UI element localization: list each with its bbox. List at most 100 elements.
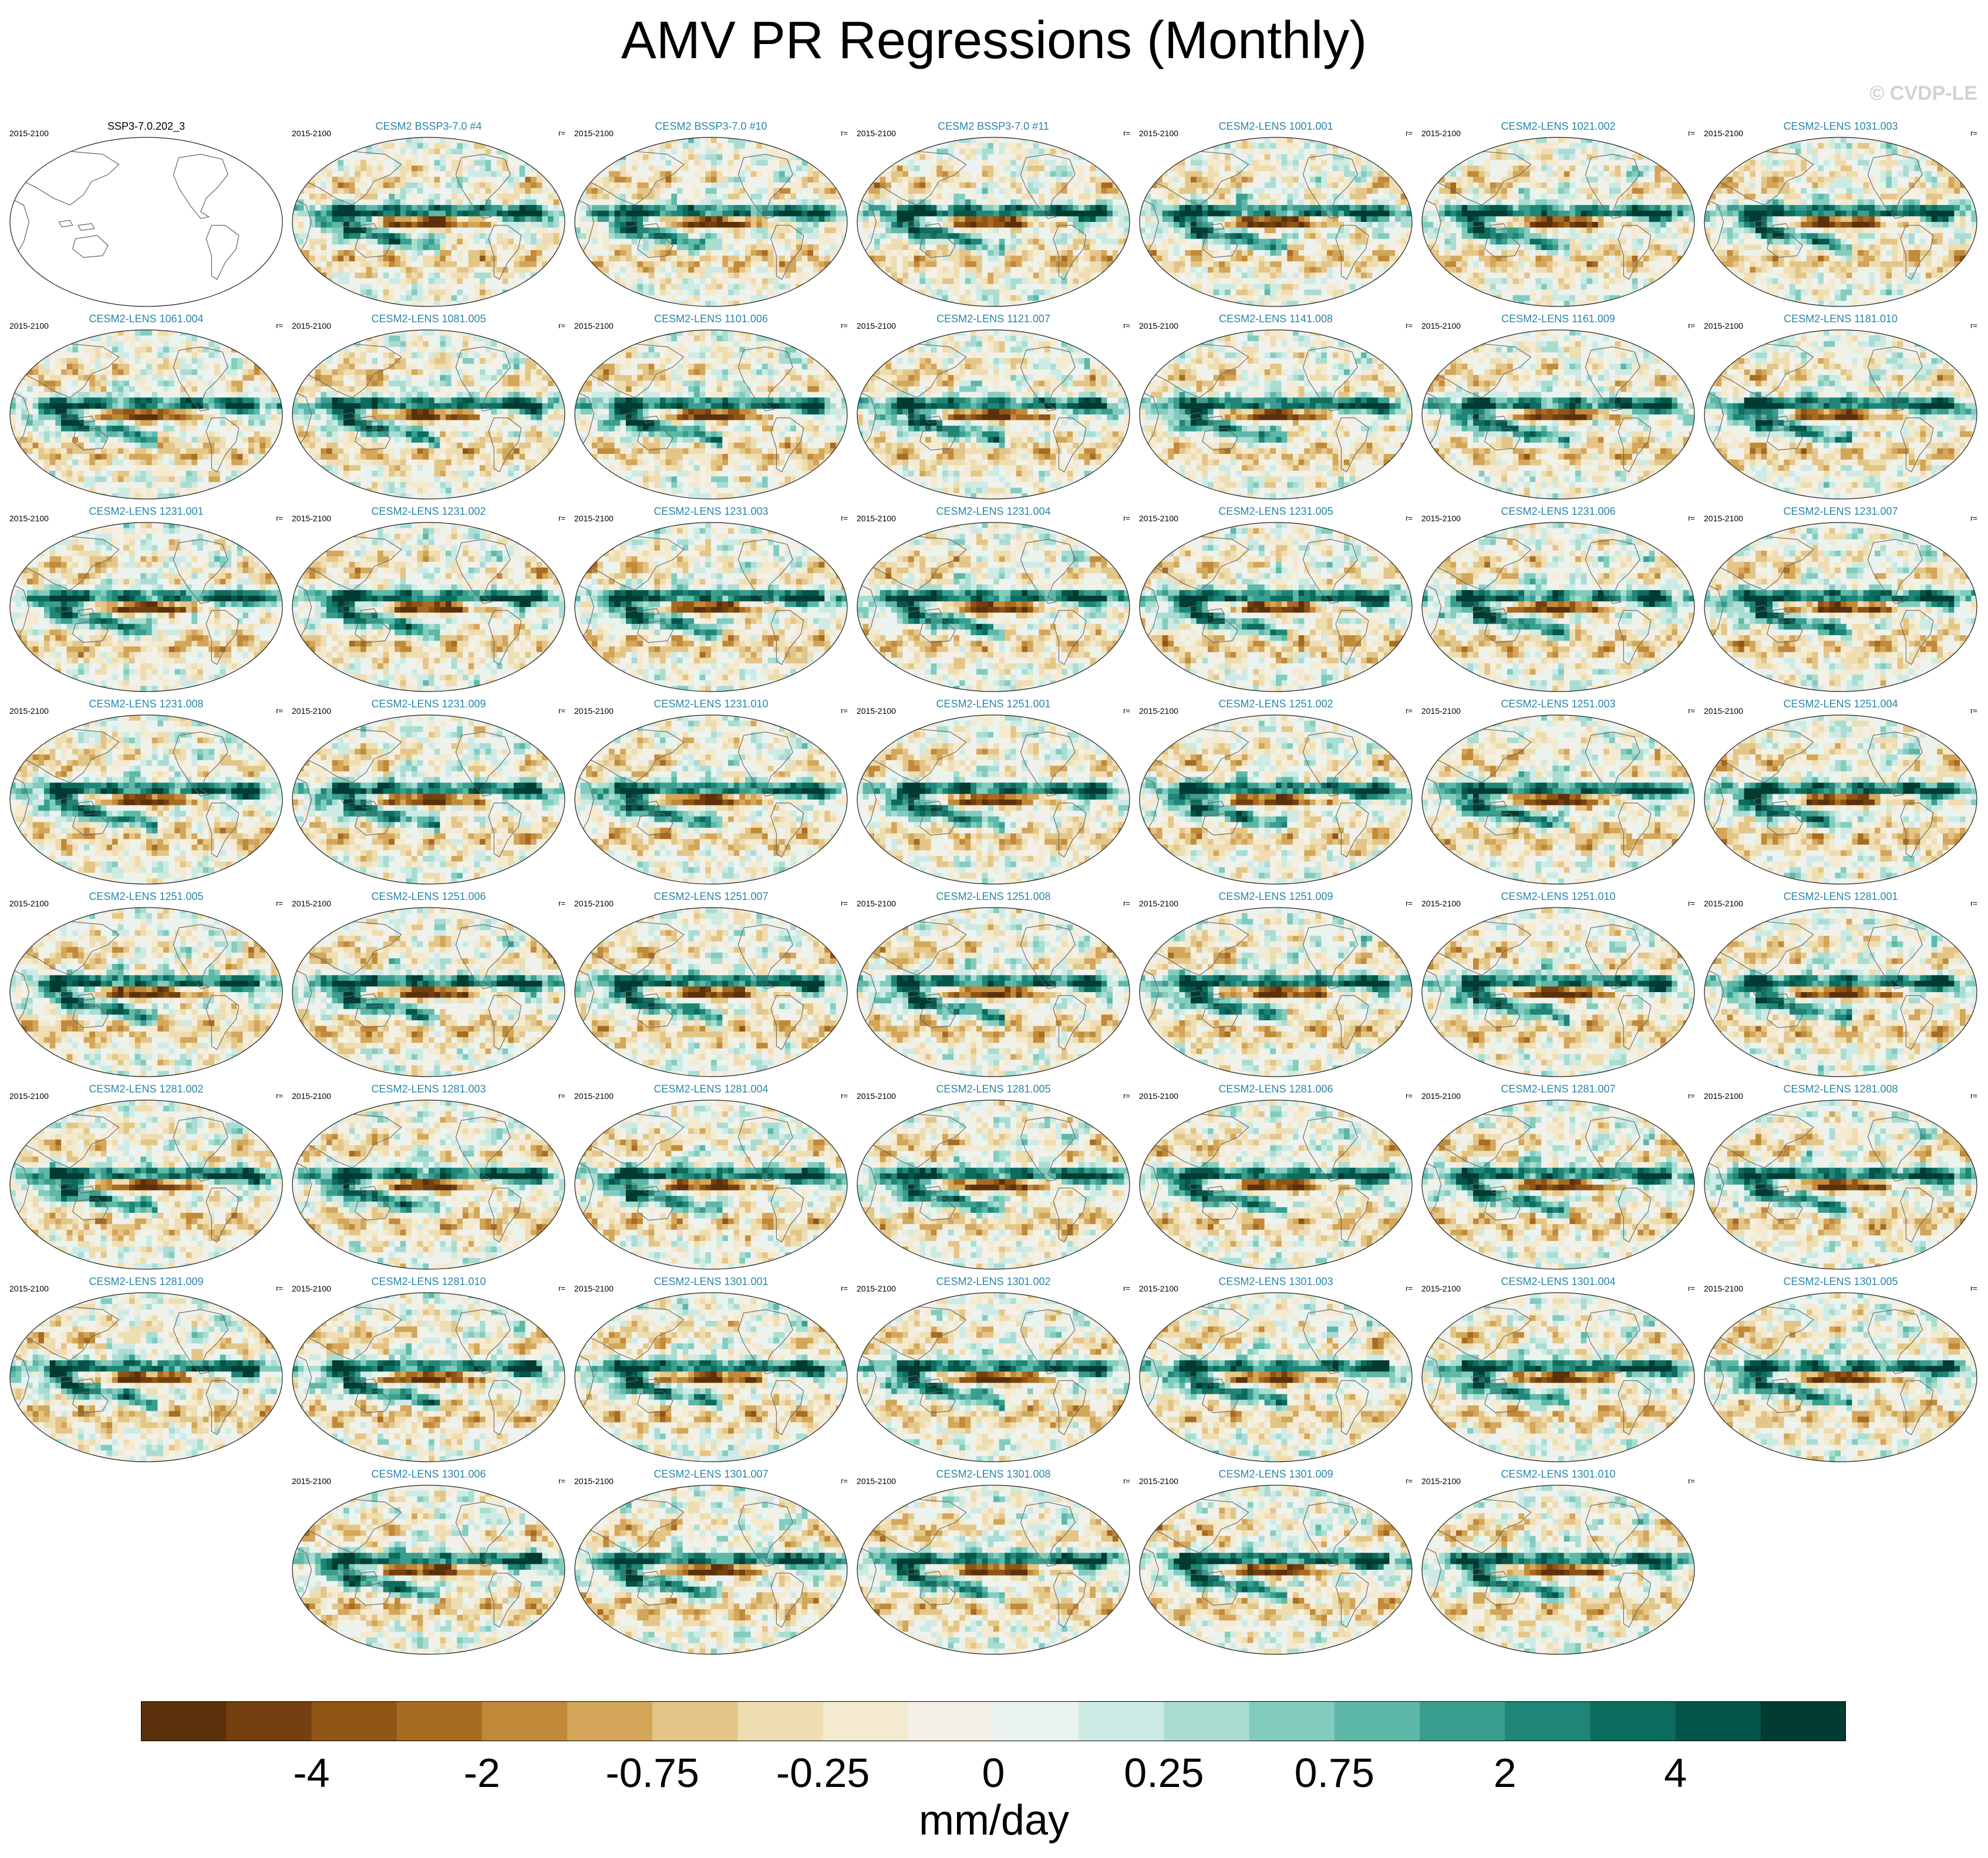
colorbar-bin: [482, 1701, 568, 1741]
regression-field: [8, 136, 284, 308]
map-panel: CESM2-LENS 1251.001 2015-2100 r=: [855, 698, 1131, 886]
colorbar-bin: [1335, 1701, 1420, 1741]
map-plot: [1703, 713, 1979, 886]
regression-field: [1140, 1100, 1413, 1270]
regression-field: [1422, 1485, 1695, 1655]
map-plot: [855, 521, 1131, 693]
regression-field: [292, 330, 565, 500]
regression-field: [1704, 715, 1977, 885]
map-plot: [855, 1098, 1131, 1271]
map-panel: CESM2-LENS 1231.004 2015-2100 r=: [855, 505, 1131, 693]
panel-title: CESM2-LENS 1231.005: [1138, 505, 1414, 518]
panel-title: CESM2-LENS 1281.001: [1703, 891, 1979, 903]
panel-title: CESM2-LENS 1251.002: [1138, 698, 1414, 710]
colorbar-bin: [1505, 1701, 1591, 1741]
map-panel: CESM2-LENS 1301.001 2015-2100 r=: [573, 1276, 849, 1464]
colorbar-bin: [1761, 1701, 1846, 1741]
panel-title: CESM2-LENS 1301.003: [1138, 1276, 1414, 1288]
map-plot: [1138, 906, 1414, 1078]
panel-title: CESM2-LENS 1161.009: [1420, 313, 1696, 325]
panel-title: CESM2-LENS 1281.006: [1138, 1083, 1414, 1095]
map-plot: [291, 136, 567, 308]
map-panel: CESM2-LENS 1281.007 2015-2100 r=: [1420, 1083, 1696, 1271]
panel-title: CESM2-LENS 1281.002: [8, 1083, 284, 1095]
map-plot: [291, 1098, 567, 1271]
map-panel: CESM2-LENS 1231.006 2015-2100 r=: [1420, 505, 1696, 693]
map-plot: [1420, 1291, 1696, 1464]
regression-field: [292, 715, 565, 885]
map-panel: CESM2-LENS 1231.008 2015-2100 r=: [8, 698, 284, 886]
map-plot: [1138, 1291, 1414, 1464]
panel-title: CESM2-LENS 1301.005: [1703, 1276, 1979, 1288]
map-panel: CESM2-LENS 1031.003 2015-2100 r=: [1703, 120, 1979, 308]
panel-title: CESM2 BSSP3-7.0 #4: [291, 120, 567, 133]
map-plot: [1420, 521, 1696, 693]
map-plot: [1703, 521, 1979, 693]
regression-field: [575, 522, 848, 692]
regression-field: [857, 1100, 1130, 1270]
map-panel: CESM2-LENS 1281.003 2015-2100 r=: [291, 1083, 567, 1271]
map-plot: [573, 328, 849, 501]
panel-title: CESM2-LENS 1251.003: [1420, 698, 1696, 710]
regression-field: [1140, 908, 1413, 1077]
map-plot: [855, 136, 1131, 308]
panel-title: CESM2-LENS 1231.004: [855, 505, 1131, 518]
map-panel: CESM2-LENS 1301.007 2015-2100 r=: [573, 1468, 849, 1656]
regression-field: [575, 715, 848, 885]
map-plot: [291, 1483, 567, 1656]
regression-field: [10, 908, 283, 1077]
map-panel: CESM2-LENS 1231.003 2015-2100 r=: [573, 505, 849, 693]
map-plot: [1420, 136, 1696, 308]
map-plot: [855, 713, 1131, 886]
map-plot: [1420, 1483, 1696, 1656]
regression-field: [292, 1293, 565, 1462]
panel-title: CESM2 BSSP3-7.0 #10: [573, 120, 849, 133]
map-panel: CESM2-LENS 1281.002 2015-2100 r=: [8, 1083, 284, 1271]
map-plot: [291, 713, 567, 886]
map-panel: CESM2-LENS 1161.009 2015-2100 r=: [1420, 313, 1696, 501]
panel-title: CESM2-LENS 1301.001: [573, 1276, 849, 1288]
colorbar-bin: [823, 1701, 909, 1741]
map-panel: CESM2-LENS 1101.006 2015-2100 r=: [573, 313, 849, 501]
colorbar-bin: [1676, 1701, 1761, 1741]
map-plot: [1138, 1098, 1414, 1271]
colorbar-bin: [141, 1701, 227, 1741]
colorbar-tick-label: 0.25: [1124, 1749, 1204, 1796]
colorbar-bin: [1164, 1701, 1249, 1741]
map-plot: [855, 328, 1131, 501]
map-plot: [855, 1291, 1131, 1464]
colorbar-bin: [1420, 1701, 1505, 1741]
map-plot: [1138, 521, 1414, 693]
panel-title: CESM2-LENS 1251.006: [291, 891, 567, 903]
panel-title: CESM2-LENS 1251.004: [1703, 698, 1979, 710]
regression-field: [1422, 522, 1695, 692]
map-panel: CESM2-LENS 1251.008 2015-2100 r=: [855, 891, 1131, 1078]
regression-field: [292, 137, 565, 307]
map-panel: CESM2-LENS 1141.008 2015-2100 r=: [1138, 313, 1414, 501]
colorbar-bin: [567, 1701, 653, 1741]
regression-field: [292, 1485, 565, 1655]
panel-title: CESM2-LENS 1301.007: [573, 1468, 849, 1481]
panel-title: CESM2-LENS 1251.007: [573, 891, 849, 903]
panel-title: CESM2-LENS 1061.004: [8, 313, 284, 325]
panel-title: CESM2-LENS 1251.001: [855, 698, 1131, 710]
regression-field: [575, 1485, 848, 1655]
panel-title: CESM2-LENS 1251.005: [8, 891, 284, 903]
map-plot: [1703, 906, 1979, 1078]
map-plot: [573, 136, 849, 308]
panel-title: CESM2-LENS 1281.005: [855, 1083, 1131, 1095]
map-plot: [1703, 1291, 1979, 1464]
map-plot: [1420, 713, 1696, 886]
map-panel: CESM2-LENS 1281.010 2015-2100 r=: [291, 1276, 567, 1464]
map-plot: [291, 906, 567, 1078]
map-panel: CESM2-LENS 1301.002 2015-2100 r=: [855, 1276, 1131, 1464]
colorbar-bin: [1249, 1701, 1335, 1741]
regression-field: [575, 137, 848, 307]
panel-title: CESM2-LENS 1231.009: [291, 698, 567, 710]
regression-field: [857, 522, 1130, 692]
map-panel: CESM2-LENS 1281.008 2015-2100 r=: [1703, 1083, 1979, 1271]
map-plot: [291, 1291, 567, 1464]
map-panel: CESM2-LENS 1281.009 2015-2100 r=: [8, 1276, 284, 1464]
map-plot: [573, 521, 849, 693]
map-panel: CESM2-LENS 1281.005 2015-2100 r=: [855, 1083, 1131, 1271]
